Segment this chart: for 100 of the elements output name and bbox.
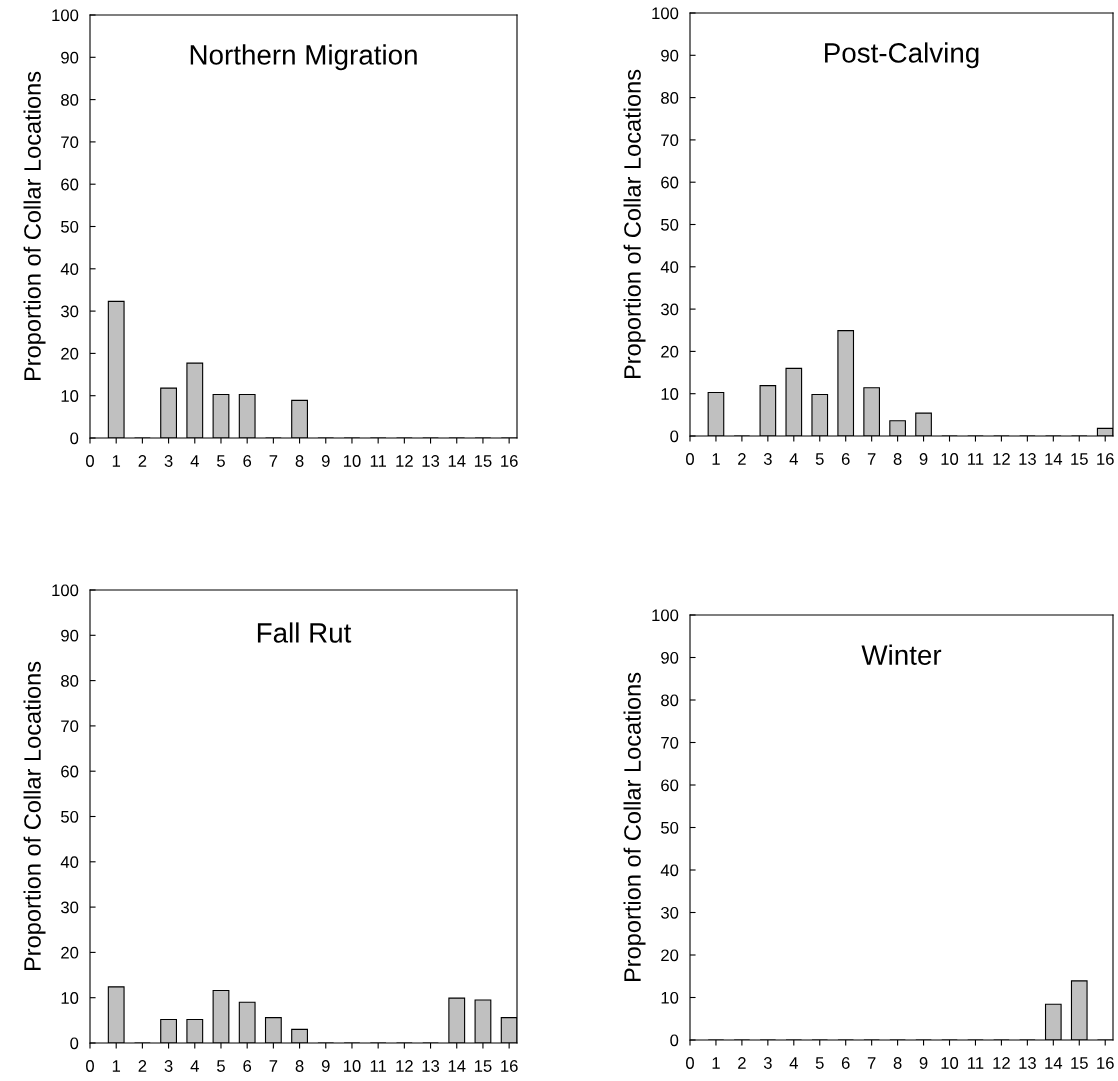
x-tick-label: 3	[763, 453, 772, 465]
y-tick-label: 70	[661, 736, 679, 749]
y-tick-label: 20	[661, 949, 679, 962]
x-tick-label: 5	[815, 1057, 824, 1069]
x-tick-label: 4	[190, 1060, 199, 1072]
x-tick-label: 1	[712, 1057, 720, 1069]
y-tick-label: 80	[661, 694, 679, 707]
x-tick-label: 4	[789, 453, 798, 465]
y-tick-label: 50	[61, 220, 79, 233]
y-tick-label: 70	[61, 136, 79, 149]
y-tick-label: 80	[61, 675, 79, 687]
x-tick-label: 2	[738, 1057, 746, 1069]
y-tick-label: 40	[660, 261, 679, 273]
x-tick-label: 13	[1019, 1057, 1036, 1069]
x-tick-label: 2	[138, 1060, 147, 1072]
text: Northern Migration	[190, 44, 417, 71]
x-tick-label: 10	[343, 455, 361, 467]
y-tick-label: 80	[661, 92, 679, 104]
x-tick-label: 9	[321, 455, 330, 467]
x-tick-label: 16	[1097, 453, 1114, 465]
x-tick-label: 13	[422, 1060, 440, 1072]
y-tick-label: 40	[660, 864, 679, 877]
x-tick-label: 3	[164, 455, 173, 467]
x-tick-label: 7	[867, 1057, 876, 1069]
y-tick-label: 10	[61, 992, 79, 1004]
x-tick-label: 1	[112, 455, 121, 467]
x-tick-label: 11	[370, 455, 386, 467]
x-tick-label: 9	[919, 453, 928, 465]
x-tick-label: 4	[789, 1057, 798, 1069]
x-tick-label: 3	[164, 1060, 173, 1072]
y-tick-label: 0	[670, 1034, 679, 1047]
x-tick-label: 10	[941, 1057, 959, 1069]
y-tick-label: 50	[661, 218, 679, 231]
y-axis-title: Proportion of Collar Locations	[23, 661, 46, 971]
x-tick-label: 5	[217, 455, 225, 467]
y-tick-label: 70	[661, 134, 679, 147]
x-tick-label: 5	[815, 453, 824, 465]
x-tick-label: 10	[343, 1060, 361, 1072]
x-tick-label: 14	[1045, 453, 1063, 465]
y-tick-label: 30	[660, 906, 679, 919]
x-tick-label: 6	[243, 455, 252, 467]
y-tick-label: 50	[661, 821, 679, 834]
y-tick-label: 90	[61, 629, 79, 642]
x-tick-label: 8	[893, 453, 902, 465]
x-tick-label: 8	[295, 455, 304, 467]
y-tick-label: 30	[60, 305, 79, 318]
y-tick-label: 40	[60, 856, 79, 868]
x-tick-label: 2	[738, 453, 746, 465]
text: Post-Calving	[825, 42, 979, 69]
x-tick-label: 15	[1071, 1057, 1088, 1069]
y-tick-label: 0	[70, 1037, 79, 1050]
y-tick-label: 80	[61, 94, 79, 106]
x-tick-label: 15	[1071, 453, 1088, 465]
y-tick-label: 100	[652, 7, 679, 20]
y-tick-label: 20	[661, 345, 679, 358]
x-tick-label: 0	[686, 1057, 694, 1069]
x-tick-label: 13	[422, 455, 440, 467]
x-tick-label: 15	[474, 455, 492, 467]
x-tick-label: 3	[763, 1057, 772, 1069]
y-tick-label: 50	[61, 810, 79, 823]
y-tick-label: 30	[660, 303, 679, 316]
y-tick-label: 20	[61, 347, 79, 360]
y-tick-label: 90	[661, 49, 679, 62]
x-tick-label: 7	[269, 455, 278, 467]
y-axis-title: Proportion of Collar Locations	[623, 69, 646, 379]
text: Fall Rut	[257, 622, 352, 643]
x-tick-label: 9	[919, 1057, 928, 1069]
y-tick-label: 30	[60, 901, 79, 914]
y-tick-label: 10	[661, 388, 679, 400]
y-tick-label: 0	[670, 430, 679, 443]
y-tick-label: 90	[661, 651, 679, 664]
x-tick-label: 1	[112, 1060, 121, 1072]
x-tick-label: 6	[243, 1060, 252, 1072]
x-tick-label: 11	[370, 1060, 386, 1072]
x-tick-label: 7	[867, 453, 876, 465]
y-tick-label: 60	[661, 176, 679, 189]
x-tick-label: 7	[269, 1060, 278, 1072]
y-tick-label: 10	[661, 991, 679, 1004]
y-axis-title: Proportion of Collar Locations	[623, 672, 646, 982]
x-tick-label: 12	[993, 453, 1010, 465]
x-tick-label: 11	[968, 1057, 984, 1069]
y-tick-label: 90	[61, 51, 79, 64]
x-tick-label: 14	[1045, 1057, 1063, 1069]
x-tick-label: 0	[86, 1060, 94, 1072]
x-tick-label: 6	[841, 453, 850, 465]
x-tick-label: 8	[893, 1057, 902, 1069]
x-tick-label: 8	[295, 1060, 304, 1072]
x-tick-label: 9	[321, 1060, 330, 1072]
x-tick-label: 16	[501, 1060, 518, 1072]
y-tick-label: 60	[661, 779, 679, 792]
y-tick-label: 60	[61, 765, 79, 778]
y-tick-label: 100	[652, 609, 679, 622]
y-tick-label: 70	[61, 720, 79, 733]
x-tick-label: 16	[501, 455, 518, 467]
y-tick-label: 40	[60, 263, 79, 275]
y-tick-label: 60	[61, 178, 79, 191]
x-tick-label: 15	[474, 1060, 492, 1072]
x-tick-label: 12	[396, 455, 413, 467]
x-tick-label: 10	[941, 453, 959, 465]
x-tick-label: 14	[448, 1060, 466, 1072]
